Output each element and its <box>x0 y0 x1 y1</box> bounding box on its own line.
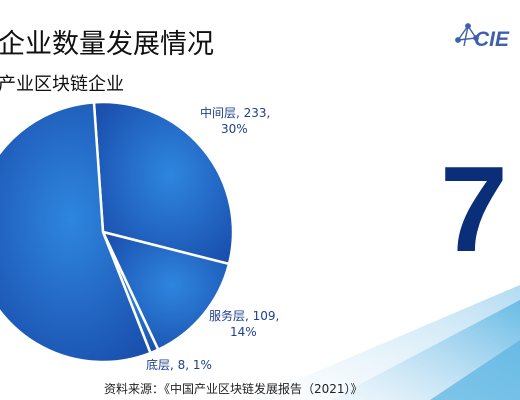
brand-logo: CIE <box>455 23 510 51</box>
pie-slice-中间层 <box>92 100 235 266</box>
slice-label-服务层: 服务层, 109, 14% <box>209 308 279 339</box>
page-title: 企业数量发展情况 <box>0 29 214 60</box>
big-number: 7 <box>440 141 508 277</box>
logo-text: CIE <box>474 28 510 51</box>
chart-title: 产业区块链企业 <box>0 74 124 95</box>
connected-nodes-icon <box>455 23 479 47</box>
slice-label-中间层: 中间层, 233, 30% <box>200 105 270 136</box>
slice-label-底层: 底层, 8, 1% <box>146 357 212 372</box>
pie-slice-应用层 <box>0 100 153 364</box>
source-note: 资料来源：《中国产业区块链发展报告（2021）》 <box>104 382 363 396</box>
pie-slice-服务层 <box>100 230 231 352</box>
